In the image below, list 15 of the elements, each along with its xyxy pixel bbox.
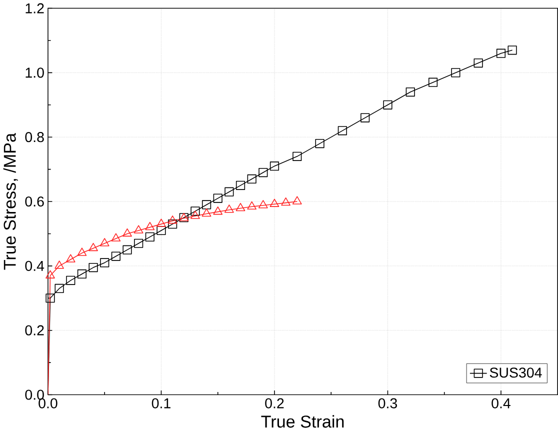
x-tick-label: 0.4 — [492, 398, 510, 408]
y-tick-label: 0.8 — [25, 132, 44, 142]
y-tick-label: 0.6 — [25, 196, 44, 207]
x-tick-label: 0.2 — [265, 398, 284, 408]
x-tick-label: 0.3 — [378, 398, 397, 408]
y-axis-title: True Stress, /MPa — [3, 132, 18, 270]
x-tick-label: 0.0 — [38, 398, 58, 408]
x-axis-title: True Strain — [261, 415, 344, 428]
legend-label: SUS304 — [490, 368, 542, 378]
y-tick-label: 0.0 — [25, 390, 44, 400]
x-tick-label: 0.1 — [152, 398, 170, 408]
y-tick-label: 1.2 — [26, 3, 44, 14]
y-tick-label: 0.4 — [25, 260, 44, 271]
y-tick-label: 1.0 — [26, 68, 44, 78]
y-tick-label: 0.2 — [25, 325, 44, 336]
